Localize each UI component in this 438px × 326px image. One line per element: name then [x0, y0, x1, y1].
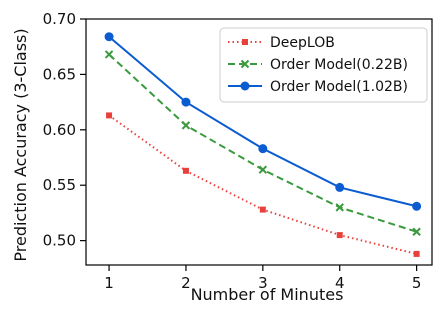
series-line [108, 114, 417, 255]
data-point-marker [181, 121, 191, 130]
data-point-marker [106, 112, 113, 119]
x-tick-label: 2 [181, 274, 191, 292]
data-point-marker [335, 182, 345, 192]
y-tick-label: 0.70 [43, 10, 76, 28]
legend-entry: DeepLOB [228, 35, 335, 51]
data-point-marker [258, 144, 268, 154]
legend-entry: Order Model(0.22B) [228, 57, 408, 73]
series-2 [104, 50, 421, 236]
plot-frame [85, 18, 433, 266]
x-axis-label: Number of Minutes [191, 285, 344, 304]
x-tick-label: 1 [104, 274, 114, 292]
x-tick-label: 3 [258, 274, 268, 292]
y-axis-label: Prediction Accuracy (3-Class) [11, 28, 30, 261]
data-point-marker [412, 201, 422, 211]
y-tick-label: 0.50 [43, 232, 76, 250]
data-point-marker [335, 203, 344, 212]
data-point-marker [240, 81, 250, 91]
series-3 [104, 32, 422, 211]
data-point-marker [258, 165, 268, 174]
data-point-marker [181, 97, 191, 107]
legend-label: Order Model(0.22B) [270, 57, 408, 73]
legend-entry: Order Model(1.02B) [228, 79, 408, 95]
data-point-marker [242, 39, 248, 45]
legend-label: DeepLOB [270, 35, 335, 51]
series-1 [106, 112, 420, 257]
data-point-marker [412, 227, 421, 236]
legend: DeepLOB Order Model(0.22B) Order Model(1.0… [219, 27, 428, 103]
x-tick-label: 5 [412, 274, 422, 292]
y-tick-label: 0.65 [43, 65, 76, 83]
data-point-marker [336, 232, 343, 239]
y-tick-label: 0.55 [43, 176, 76, 194]
data-point-marker [104, 32, 114, 42]
data-point-marker [259, 206, 266, 213]
axes: 1 2 3 4 5 0.50 0.55 0.60 0.65 0.70 [43, 10, 433, 292]
data-point-marker [413, 250, 420, 257]
legend-label: Order Model(1.02B) [270, 79, 408, 95]
data-point-marker [104, 50, 114, 59]
series-layer [104, 32, 422, 257]
data-point-marker [182, 167, 189, 174]
y-tick-label: 0.60 [43, 121, 76, 139]
x-tick-label: 4 [335, 274, 345, 292]
data-point-marker [240, 59, 250, 69]
legend-box [219, 27, 428, 103]
